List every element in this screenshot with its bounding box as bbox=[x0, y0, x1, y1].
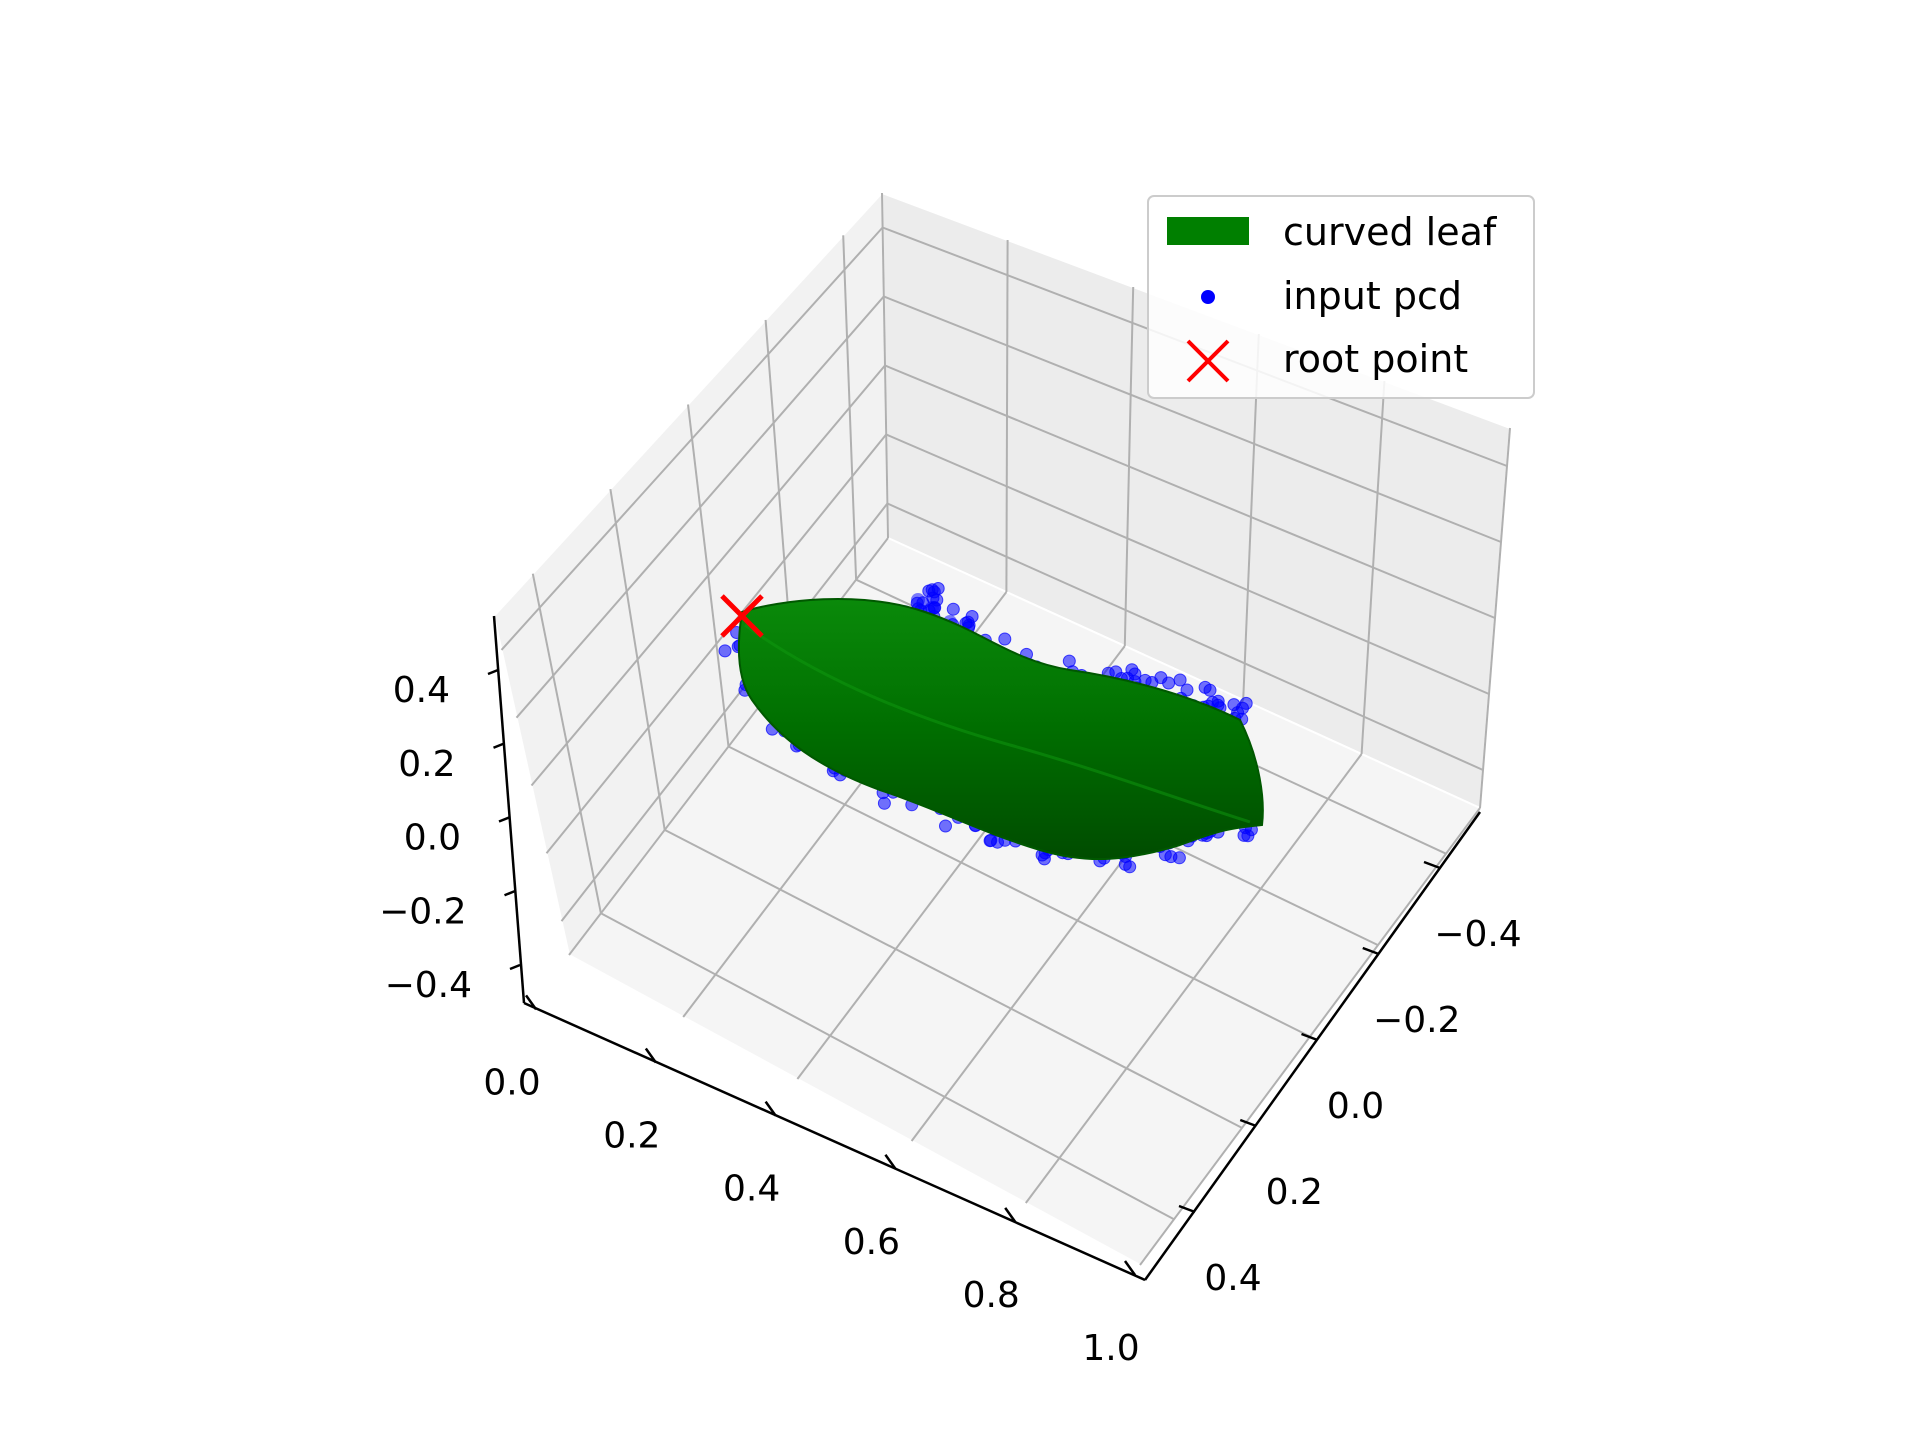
legend-swatch-curved-leaf bbox=[1167, 217, 1249, 245]
pcd-point bbox=[1180, 683, 1194, 697]
z-axis-tick-mark bbox=[493, 742, 504, 749]
legend-swatch-input-pcd bbox=[1201, 290, 1215, 304]
grid-line-z bbox=[515, 295, 1502, 719]
legend: curved leaf input pcd root point bbox=[1147, 195, 1535, 399]
z-axis-tick-label: −0.2 bbox=[379, 891, 466, 932]
legend-label-root-point: root point bbox=[1283, 337, 1468, 381]
pcd-point bbox=[925, 601, 939, 615]
z-axis-tick-mark bbox=[487, 668, 499, 676]
y-axis-tick-mark bbox=[1301, 1032, 1318, 1042]
z-axis-tick-label: −0.4 bbox=[385, 965, 472, 1006]
x-axis-tick-label: 0.4 bbox=[723, 1169, 780, 1210]
y-axis-line bbox=[1143, 811, 1482, 1281]
pcd-point bbox=[1239, 696, 1253, 710]
pcd-point bbox=[931, 582, 945, 595]
x-axis-ticks: 0.0 0.2 0.4 0.6 0.8 1.0 bbox=[483, 994, 1140, 1369]
x-axis-tick-mark bbox=[1004, 1207, 1017, 1223]
z-axis-tick-mark bbox=[504, 890, 515, 897]
y-axis-tick-mark bbox=[1423, 860, 1441, 870]
z-axis-tick-label: 0.4 bbox=[393, 670, 450, 711]
y-axis-tick-label: 0.0 bbox=[1327, 1086, 1384, 1127]
pcd-point bbox=[1173, 673, 1187, 687]
z-axis-tick-mark bbox=[509, 963, 521, 971]
x-axis-tick-mark bbox=[1123, 1260, 1137, 1276]
z-axis-tick-label: 0.2 bbox=[398, 744, 455, 785]
grid-line-y bbox=[728, 745, 1311, 1038]
pcd-point bbox=[946, 602, 960, 616]
pcd-point bbox=[911, 593, 925, 607]
legend-label-input-pcd: input pcd bbox=[1283, 274, 1462, 318]
x-axis-tick-label: 1.0 bbox=[1082, 1328, 1139, 1369]
x-axis-tick-label: 0.6 bbox=[843, 1222, 900, 1263]
curved-leaf-midrib bbox=[744, 623, 1251, 824]
legend-label-curved-leaf: curved leaf bbox=[1283, 210, 1498, 254]
z-axis-tick-label: 0.0 bbox=[404, 818, 461, 859]
x-axis-tick-label: 0.2 bbox=[603, 1116, 660, 1157]
x-axis-tick-mark bbox=[644, 1047, 657, 1064]
y-axis-ticks: −0.4 −0.2 0.0 0.2 0.4 bbox=[1178, 860, 1522, 1299]
y-axis-tick-label: 0.4 bbox=[1204, 1258, 1261, 1299]
x-axis-tick-label: 0.8 bbox=[963, 1275, 1020, 1316]
y-axis-tick-label: −0.2 bbox=[1373, 1000, 1460, 1041]
grid-line-y bbox=[664, 829, 1243, 1129]
pcd-point bbox=[998, 632, 1012, 646]
pcd-point bbox=[1237, 828, 1251, 842]
z-axis-ticks: −0.4 −0.2 0.0 0.2 0.4 bbox=[379, 668, 521, 1006]
y-axis-tick-label: −0.4 bbox=[1434, 914, 1521, 955]
y-axis-tick-mark bbox=[1178, 1204, 1196, 1214]
root-point-marker bbox=[720, 594, 764, 638]
pcd-point bbox=[1164, 850, 1178, 864]
grid-line-y bbox=[600, 912, 1175, 1221]
z-axis-tick-mark bbox=[498, 816, 510, 823]
z-axis-line bbox=[492, 615, 526, 1004]
y-axis-tick-label: 0.2 bbox=[1266, 1172, 1323, 1213]
legend-swatch-root-point bbox=[1186, 339, 1230, 383]
y-axis-tick-mark bbox=[1239, 1118, 1257, 1128]
x-axis-line bbox=[523, 1001, 1146, 1282]
grid-line-z bbox=[560, 502, 1484, 922]
pcd-point bbox=[718, 644, 732, 658]
legend-frame bbox=[1147, 195, 1535, 399]
x-axis-tick-label: 0.0 bbox=[483, 1062, 540, 1103]
x-axis-tick-mark bbox=[764, 1100, 777, 1117]
pcd-point bbox=[1203, 683, 1217, 697]
pcd-point bbox=[939, 819, 952, 833]
grid-line-z bbox=[530, 364, 1496, 787]
pcd-point bbox=[877, 796, 891, 810]
pcd-point bbox=[1062, 654, 1076, 668]
x-axis-tick-mark bbox=[884, 1154, 897, 1170]
grid-line-z bbox=[545, 433, 1490, 854]
y-axis-tick-mark bbox=[1362, 946, 1380, 956]
pcd-point bbox=[1109, 665, 1123, 679]
x-axis-tick-mark bbox=[525, 994, 538, 1011]
curved-leaf-surface bbox=[737, 597, 1264, 861]
